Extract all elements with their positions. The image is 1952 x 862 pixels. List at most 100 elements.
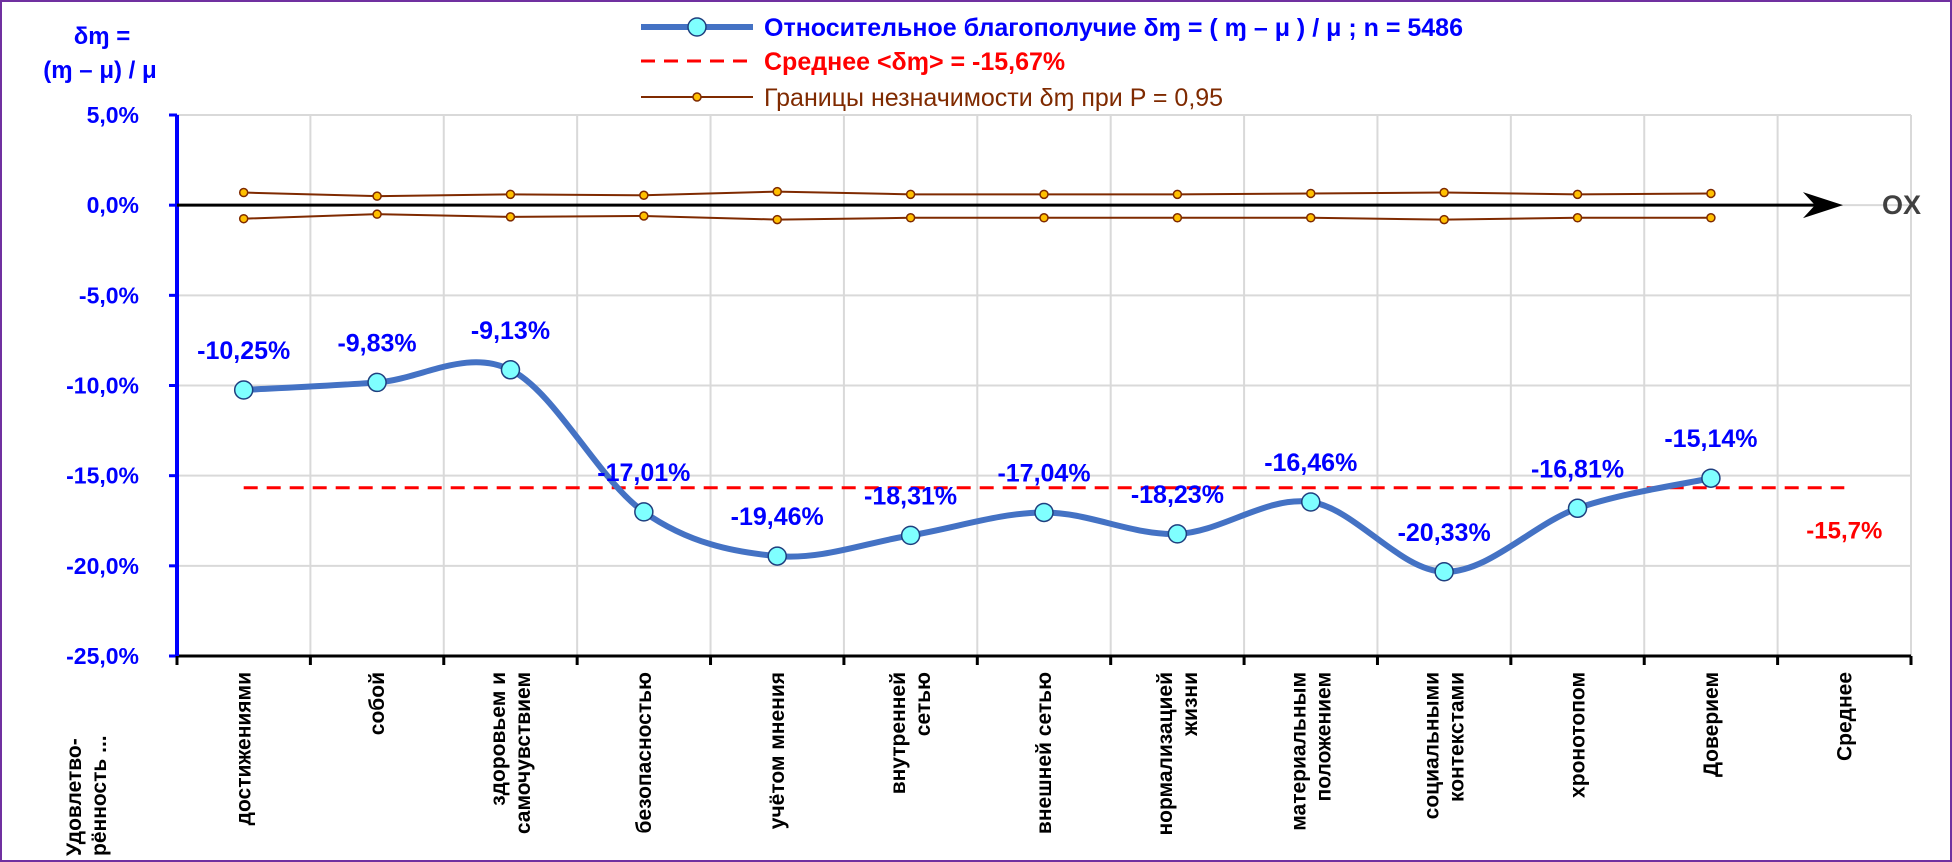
x-tick-label-line: безопасностью [633, 672, 656, 834]
legend-label: Относительное благополучие δɱ = ( ɱ – μ … [764, 14, 1463, 42]
bound-line [243, 190, 1711, 198]
bound-marker [238, 187, 249, 198]
data-label: -9,83% [337, 329, 416, 357]
mean-label: -15,7% [1806, 518, 1882, 545]
x-tick-label-line: здоровьем и [487, 672, 510, 806]
x-tick-label-line: Доверием [1700, 672, 1723, 777]
legend-marker [687, 17, 707, 37]
y-axis-label: (ɱ – μ) / μ [43, 57, 156, 84]
series-marker [500, 360, 521, 380]
x-tick-label: внешней сетью [1033, 672, 1056, 834]
x-tick-label-line: нормализацией [1154, 672, 1177, 836]
series-marker [900, 525, 921, 546]
y-tick-label: 5,0% [87, 102, 139, 128]
bound-marker [639, 211, 649, 221]
data-label: -18,31% [864, 482, 957, 510]
bound-marker [505, 189, 516, 200]
x-tick-label: здоровьем исамочувствием [487, 672, 535, 834]
bound-marker [1706, 213, 1716, 223]
x-tick-label-line: достижениями [233, 672, 256, 825]
x-axis-label-line: рённость ... [88, 735, 111, 856]
x-tick-label: материальнымположением [1287, 672, 1335, 831]
y-tick-label: -15,0% [66, 463, 139, 489]
ox-label: OX [1882, 190, 1921, 220]
ox-arrow [1803, 192, 1843, 219]
data-label: -16,46% [1264, 449, 1357, 477]
x-axis-label: Удовлетво-рённость ... [63, 735, 111, 856]
x-tick-label-line: контекстами [1446, 672, 1469, 802]
x-tick-label: Среднее [1833, 672, 1856, 761]
bound-marker [372, 209, 382, 219]
x-axis-label-line: Удовлетво- [63, 738, 86, 856]
bound-marker [1306, 213, 1316, 223]
series-marker [767, 546, 787, 566]
bound-marker [639, 190, 649, 200]
series-marker [1567, 498, 1588, 519]
bound-marker [1572, 213, 1583, 223]
y-tick-label: -20,0% [66, 553, 139, 579]
bound-marker [1706, 188, 1716, 199]
data-label: -18,23% [1131, 481, 1224, 509]
bound-marker [372, 191, 382, 201]
data-label: -9,13% [471, 317, 550, 345]
x-tick-label-line: материальным [1287, 672, 1310, 831]
x-tick-label: внутреннейсетью [887, 672, 935, 794]
bound-marker [1039, 189, 1049, 200]
y-tick-label: -25,0% [66, 643, 139, 669]
y-tick-label: 0,0% [87, 192, 139, 218]
x-tick-label: достижениями [233, 672, 256, 825]
series-marker [1434, 562, 1454, 582]
x-tick-label-line: учётом мнения [766, 672, 789, 829]
x-tick-label: нормализациейжизни [1154, 672, 1202, 836]
x-tick-label-line: Среднее [1833, 672, 1856, 761]
y-tick-label: -5,0% [79, 282, 139, 308]
x-tick-label: учётом мнения [766, 672, 789, 829]
series-marker [367, 372, 387, 393]
bound-line [243, 213, 1711, 221]
data-label: -17,04% [997, 459, 1090, 487]
x-tick-label-line: жизни [1179, 672, 1202, 737]
bound-marker [1439, 214, 1449, 225]
series-marker [1034, 502, 1054, 523]
bound-marker [238, 213, 249, 224]
data-label: -20,33% [1398, 519, 1491, 547]
legend-marker [692, 92, 702, 102]
bound-marker [1039, 213, 1049, 223]
x-tick-label-line: хронотопом [1567, 672, 1590, 798]
x-tick-label: хронотопом [1567, 672, 1590, 798]
bound-marker [772, 186, 782, 197]
bound-marker [505, 212, 516, 222]
bound-marker [1306, 188, 1316, 199]
x-tick-label: собой [366, 672, 389, 735]
x-tick-label-line: собой [366, 672, 389, 735]
bound-marker [1572, 189, 1583, 200]
bound-marker [1172, 189, 1183, 200]
series-marker [1167, 524, 1188, 544]
series-marker [1701, 468, 1721, 488]
bound-marker [1172, 213, 1183, 223]
bound-marker [905, 213, 916, 223]
data-label: -17,01% [597, 459, 690, 487]
data-label: -16,81% [1531, 455, 1624, 483]
x-tick-label-line: внутренней [887, 672, 910, 794]
series-marker [1301, 492, 1321, 512]
series-marker [634, 502, 654, 522]
bound-marker [905, 189, 916, 200]
y-tick-label: -10,0% [66, 373, 139, 399]
y-axis-label: δɱ = [74, 23, 131, 50]
data-label: -15,14% [1664, 425, 1757, 453]
x-tick-label-line: социальными [1421, 672, 1444, 819]
series-marker [233, 380, 254, 400]
x-tick-label: безопасностью [633, 672, 656, 834]
data-label: -10,25% [197, 337, 290, 365]
x-tick-label: социальнымиконтекстами [1421, 672, 1469, 819]
x-tick-label: Доверием [1700, 672, 1723, 777]
bound-marker [772, 214, 782, 225]
data-label: -19,46% [731, 503, 824, 531]
series-line [243, 359, 1712, 575]
x-tick-label-line: внешней сетью [1033, 672, 1056, 834]
x-tick-label-line: положением [1312, 672, 1335, 801]
legend-label: Среднее <δɱ> = -15,67% [764, 48, 1065, 76]
